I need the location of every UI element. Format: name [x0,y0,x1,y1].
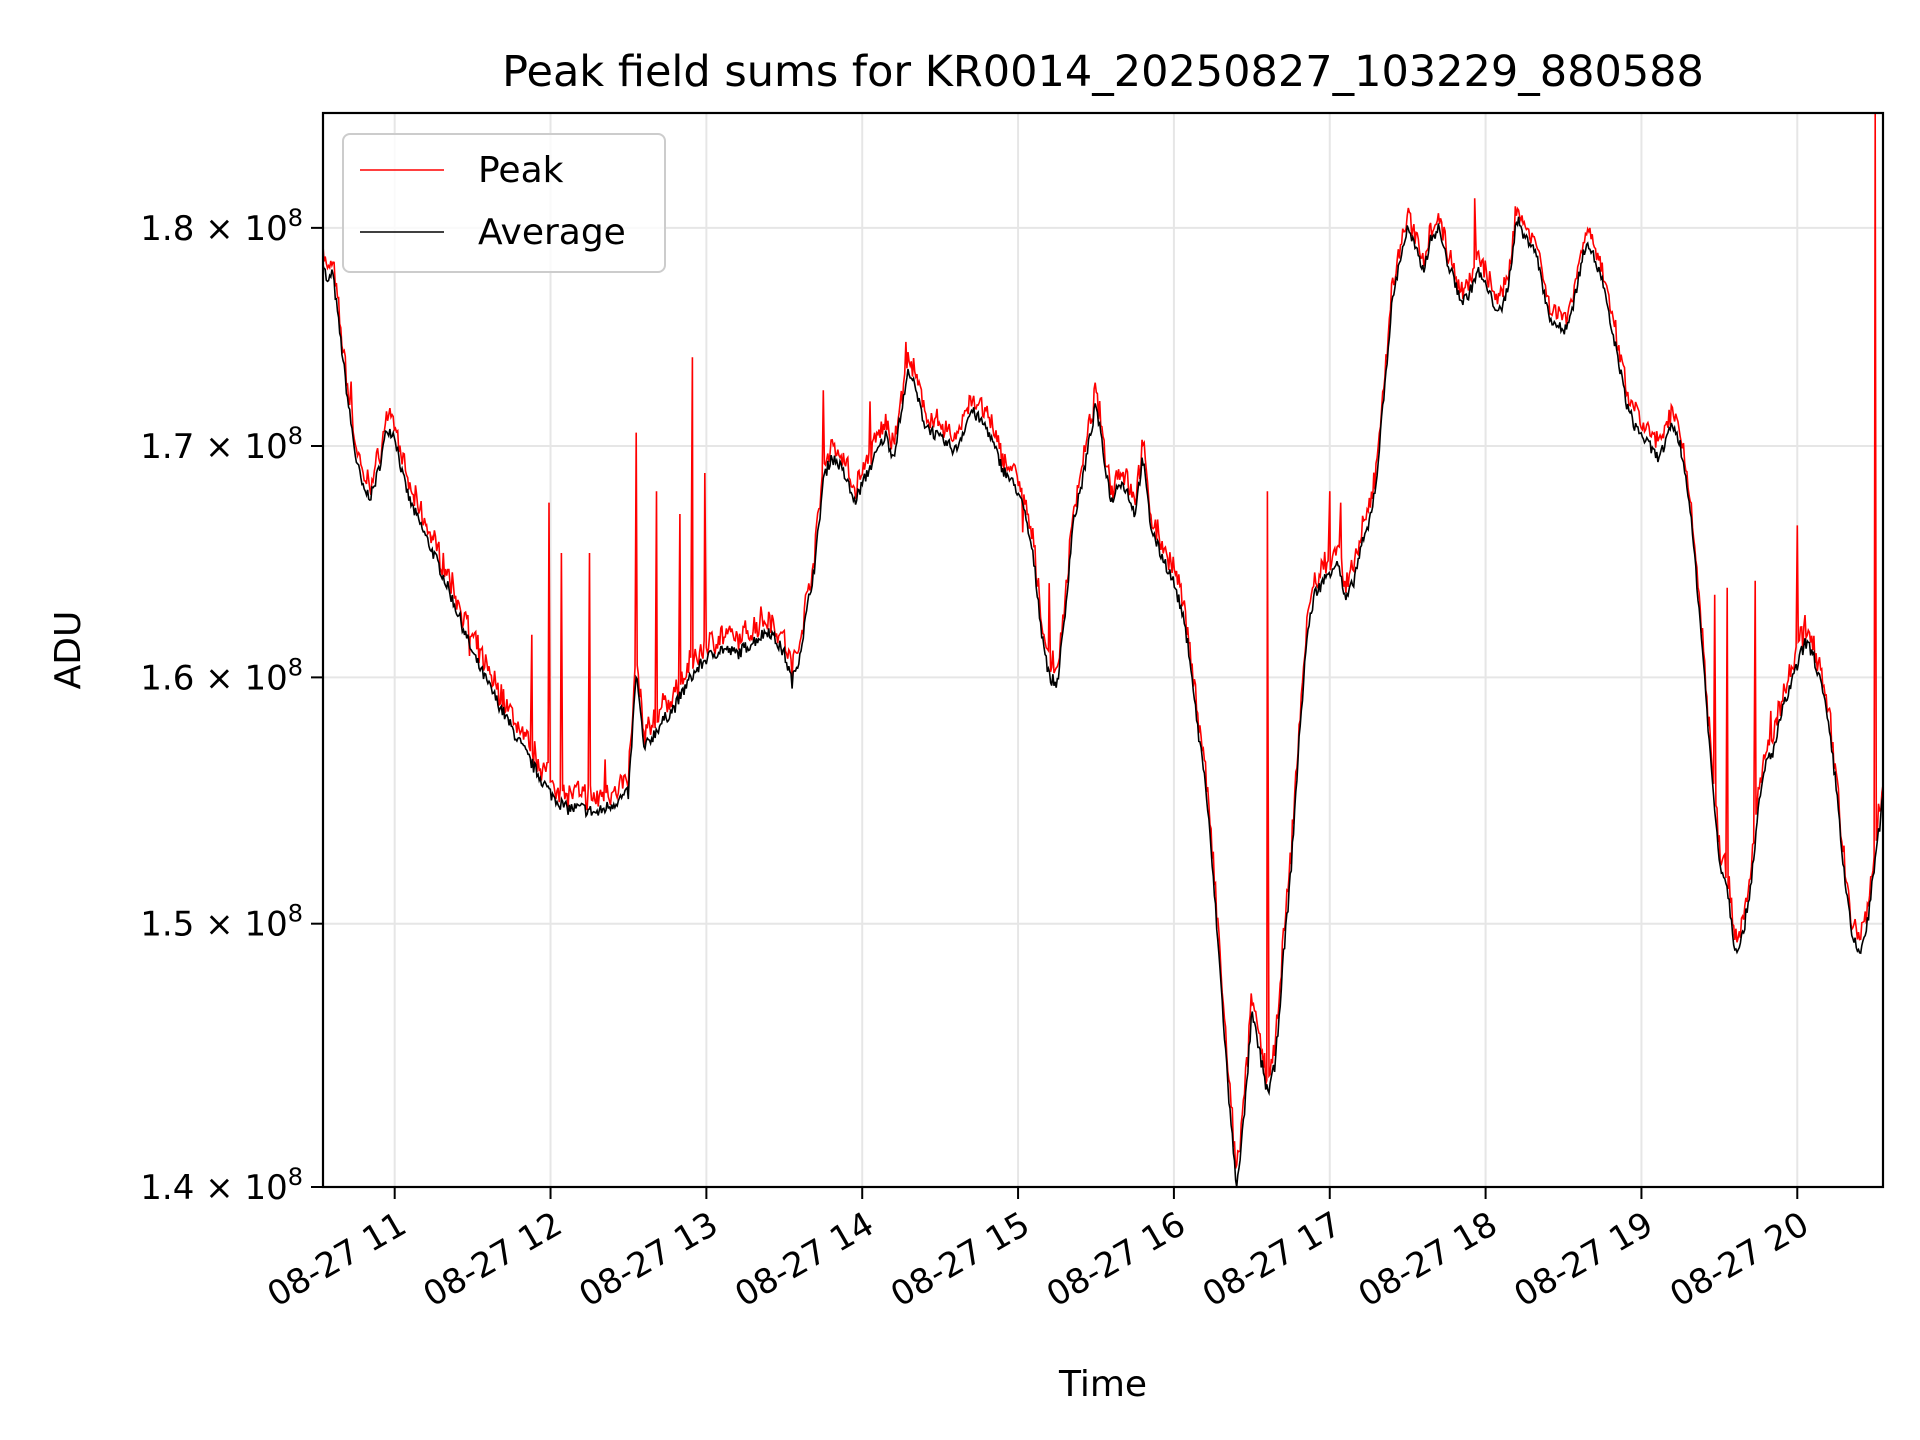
plot-frame [321,111,1885,1189]
y-tick-label: 1.4 × 108 [140,1163,303,1208]
y-tick-label: 1.8 × 108 [140,204,303,249]
series-line-peak [322,112,1884,1169]
legend: Peak Average [342,133,666,273]
legend-label-average: Average [478,212,626,253]
chart-title: Peak field sums for KR0014_20250827_1032… [502,47,1704,97]
y-axis-label: ADU [48,611,89,690]
x-axis-label: Time [1058,1364,1147,1405]
series-line-average [322,216,1884,1188]
legend-label-peak: Peak [478,150,564,191]
legend-box [342,133,666,273]
y-tick-label: 1.5 × 108 [140,900,303,945]
y-tick-label: 1.7 × 108 [140,422,303,467]
y-axis-ticks: 1.4 × 108 1.5 × 108 1.6 × 108 1.7 × 108 1.8 … [140,204,323,1208]
plot-series [322,112,1884,1188]
y-tick-label: 1.6 × 108 [140,653,303,698]
